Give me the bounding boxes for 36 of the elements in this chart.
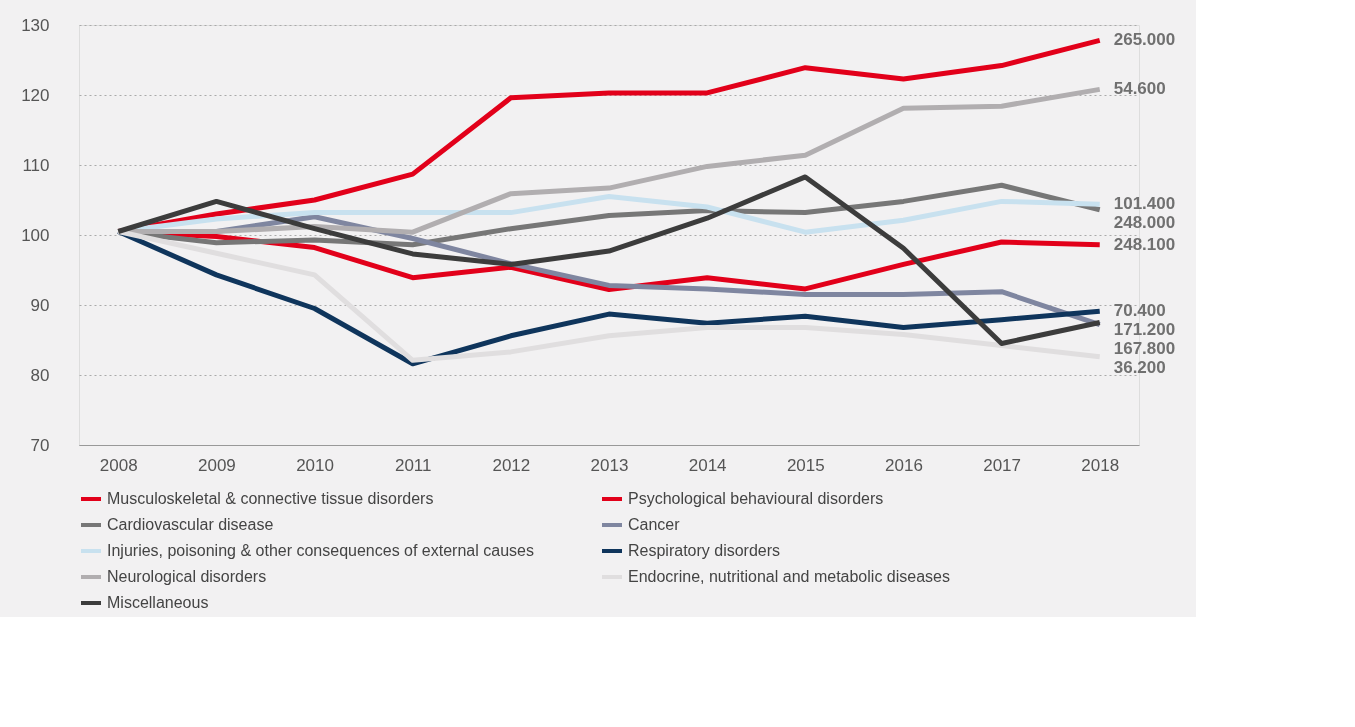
y-tick-label: 130: [21, 15, 50, 35]
annotation: 248.000: [1113, 213, 1176, 233]
y-tick-label: 110: [22, 155, 50, 175]
legend-label: Respiratory disorders: [628, 542, 781, 559]
annotation: 54.600: [1113, 79, 1166, 99]
x-tick-label: 2017: [983, 455, 1022, 475]
y-tick-label: 120: [21, 85, 50, 105]
x-tick-label: 2014: [688, 455, 727, 475]
annotation: 167.800: [1113, 339, 1176, 359]
legend-label: Neurological disorders: [107, 568, 267, 585]
legend-label: Psychological behavioural disorders: [628, 490, 884, 507]
annotation: 171.200: [1113, 320, 1176, 340]
x-tick-label: 2008: [99, 455, 138, 475]
legend-label: Cancer: [628, 516, 681, 533]
y-tick-label: 80: [30, 365, 50, 385]
x-tick-label: 2016: [885, 455, 923, 475]
legend-label: Endocrine, nutritional and metabolic diseases: [628, 568, 950, 585]
x-tick-label: 2009: [197, 455, 236, 475]
y-tick-label: 70: [30, 435, 50, 455]
x-tick-label: 2013: [590, 455, 629, 475]
annotation: 265.000: [1113, 30, 1176, 50]
annotation: 36.200: [1113, 358, 1166, 378]
legend-label: Cardiovascular disease: [107, 516, 274, 533]
annotation: 70.400: [1113, 301, 1166, 321]
annotation: 101.400: [1113, 194, 1176, 214]
x-tick-label: 2012: [492, 455, 531, 475]
x-tick-label: 2015: [786, 455, 825, 475]
legend-label: Miscellaneous: [107, 594, 209, 611]
x-tick-label: 2018: [1081, 455, 1120, 475]
legend-label: Musculoskeletal & connective tissue disorders: [107, 490, 434, 507]
legend-label: Injuries, poisoning & other consequences of external causes: [107, 542, 534, 559]
x-tick-label: 2011: [394, 455, 432, 475]
annotation: 248.100: [1113, 234, 1176, 254]
x-tick-label: 2010: [296, 455, 334, 475]
y-tick-label: 90: [30, 295, 50, 315]
y-tick-label: 100: [21, 225, 50, 245]
